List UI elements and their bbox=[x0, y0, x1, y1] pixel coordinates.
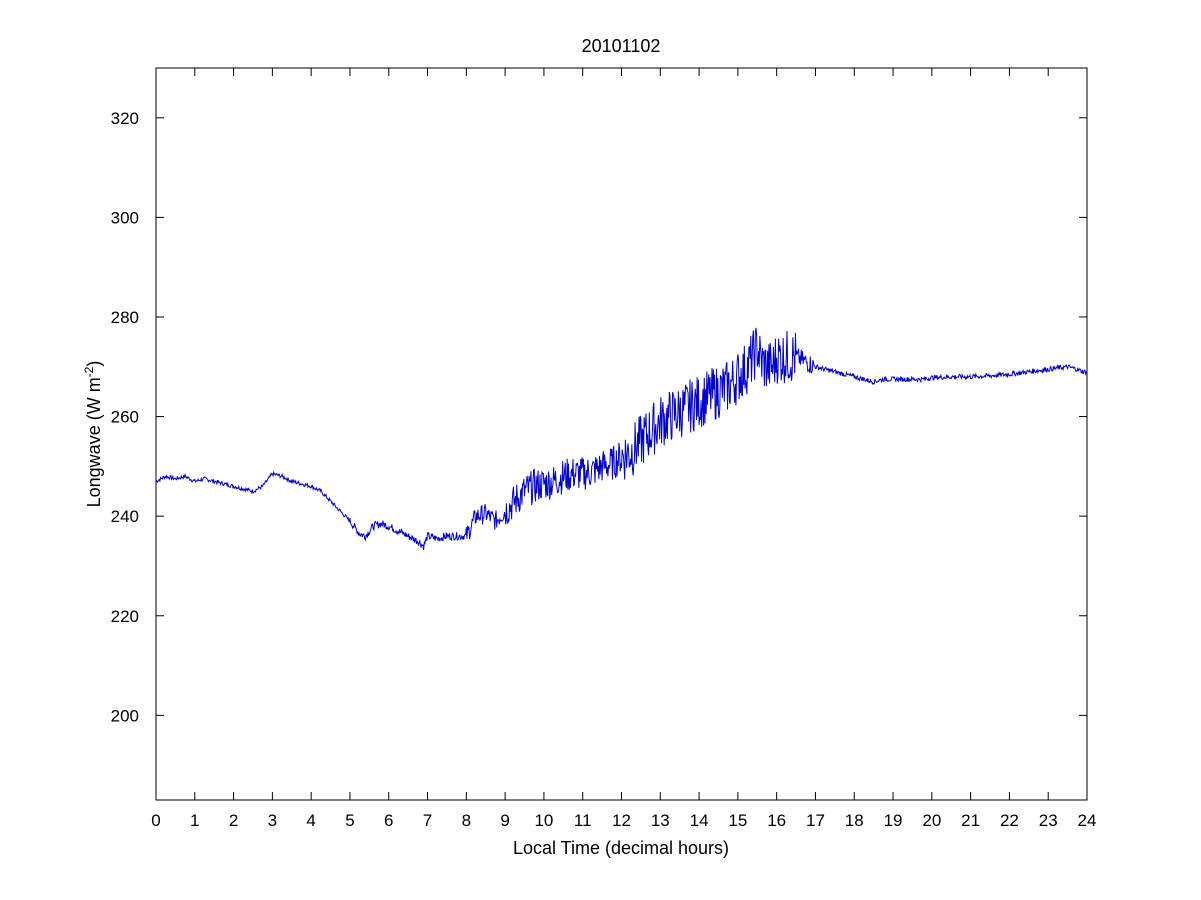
y-axis-title: Longwave (W m-2) bbox=[82, 361, 104, 508]
x-tick-label: 20 bbox=[922, 811, 941, 830]
y-tick-label: 300 bbox=[111, 208, 139, 227]
x-axis: 0 1 2 3 4 5 6 7 8 9 10 11 12 13 14 15 16 17 18 19 20 21 22 23 24 bbox=[151, 68, 1096, 830]
y-axis-title-main: Longwave (W m bbox=[84, 377, 104, 507]
x-axis-title: Local Time (decimal hours) bbox=[513, 838, 729, 858]
y-tick-label: 240 bbox=[111, 507, 139, 526]
x-tick-label: 13 bbox=[651, 811, 670, 830]
y-tick-label: 260 bbox=[111, 408, 139, 427]
x-tick-label: 9 bbox=[500, 811, 509, 830]
x-tick-label: 7 bbox=[423, 811, 432, 830]
x-tick-label: 3 bbox=[268, 811, 277, 830]
x-tick-label: 21 bbox=[961, 811, 980, 830]
y-axis-title-close: ) bbox=[84, 361, 104, 367]
chart-title: 20101102 bbox=[582, 36, 661, 56]
x-tick-label: 24 bbox=[1078, 811, 1097, 830]
y-tick-label: 280 bbox=[111, 308, 139, 327]
x-tick-label: 19 bbox=[884, 811, 903, 830]
x-tick-label: 5 bbox=[345, 811, 354, 830]
y-tick-label: 200 bbox=[111, 706, 139, 725]
y-tick-label: 220 bbox=[111, 607, 139, 626]
x-tick-label: 10 bbox=[534, 811, 553, 830]
series-line bbox=[155, 327, 1088, 550]
x-tick-label: 15 bbox=[728, 811, 747, 830]
x-tick-label: 14 bbox=[690, 811, 709, 830]
x-tick-label: 0 bbox=[151, 811, 160, 830]
x-tick-label: 16 bbox=[767, 811, 786, 830]
x-tick-label: 18 bbox=[845, 811, 864, 830]
x-tick-label: 17 bbox=[806, 811, 825, 830]
x-tick-label: 4 bbox=[306, 811, 315, 830]
plot-frame bbox=[155, 67, 1088, 801]
y-tick-label: 320 bbox=[111, 109, 139, 128]
x-tick-label: 1 bbox=[190, 811, 199, 830]
y-axis: 200 220 240 260 280 300 320 bbox=[111, 109, 1087, 725]
x-tick-label: 8 bbox=[462, 811, 471, 830]
x-tick-label: 22 bbox=[1000, 811, 1019, 830]
x-tick-label: 2 bbox=[229, 811, 238, 830]
x-tick-label: 23 bbox=[1039, 811, 1058, 830]
x-tick-label: 12 bbox=[612, 811, 631, 830]
x-tick-label: 6 bbox=[384, 811, 393, 830]
plot-area: 0 1 2 3 4 5 6 7 8 9 10 11 12 13 14 15 16 17 18 19 20 21 22 23 24… bbox=[111, 67, 1096, 830]
y-axis-title-exponent: -2 bbox=[82, 366, 96, 377]
x-tick-label: 11 bbox=[574, 811, 592, 830]
